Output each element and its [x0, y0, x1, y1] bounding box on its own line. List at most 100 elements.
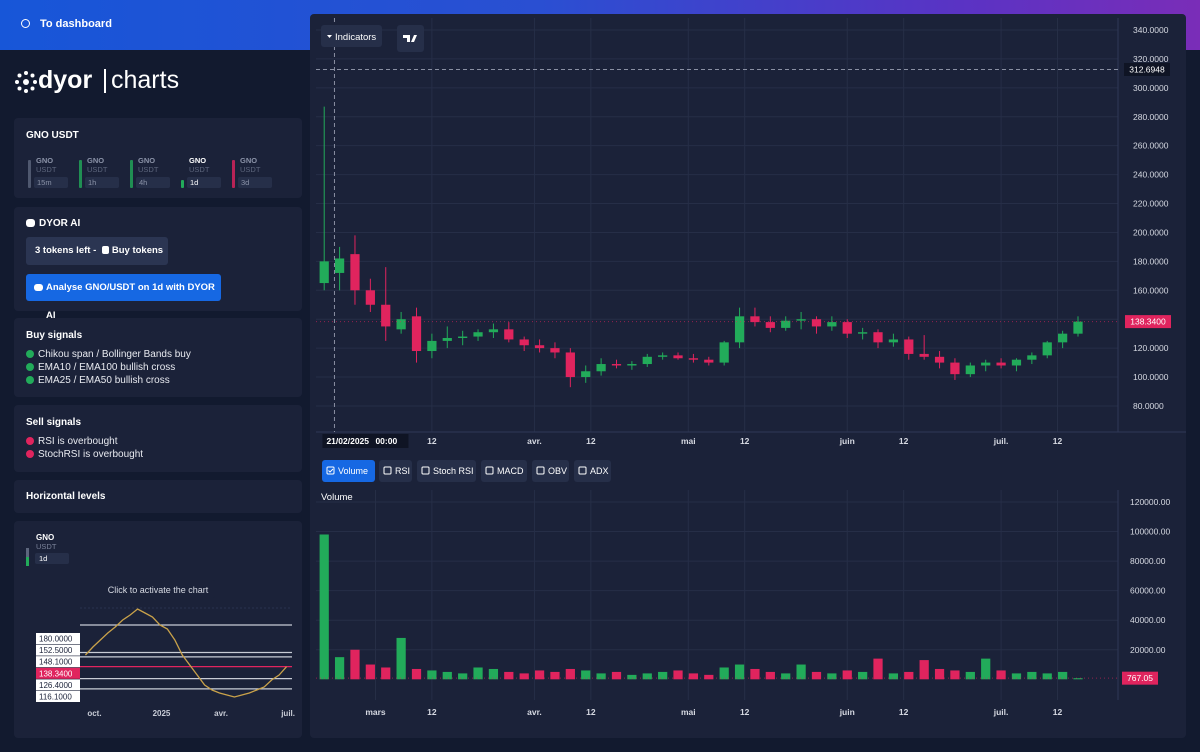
volume-bar	[504, 671, 514, 680]
logo: dyor charts	[14, 66, 214, 100]
volume-bar	[888, 673, 899, 680]
timeframe[interactable]: GNO USDT 4h	[128, 156, 172, 190]
volume-bar	[627, 674, 637, 680]
levels-panel[interactable]: Horizontal levels	[14, 480, 302, 513]
indicator-tab[interactable]	[532, 460, 569, 482]
timeframe[interactable]: GNO USDT 1h	[77, 156, 121, 190]
level-label-box	[36, 691, 80, 702]
candle-body	[1058, 333, 1068, 343]
x-tick-label: 12	[740, 707, 750, 717]
volume-bar	[427, 670, 437, 680]
volume-bar	[534, 670, 545, 680]
x-tick-label: mai	[681, 707, 696, 717]
timeframe[interactable]: GNO USDT 15m	[26, 156, 70, 190]
crosshair-price-label: 312.6948	[1129, 64, 1165, 74]
mini-x-label: juil.	[280, 709, 295, 718]
tab-checkbox	[383, 466, 392, 475]
candle-body	[1027, 355, 1037, 360]
timeframe-quote: USDT	[87, 165, 108, 174]
indicator-tab[interactable]	[481, 460, 527, 482]
mini-x-label: oct.	[87, 709, 101, 718]
signal-icon	[26, 450, 34, 458]
volume-bar	[473, 667, 483, 680]
candle-body	[950, 362, 960, 375]
signal-text: EMA25 / EMA50 bullish cross	[38, 375, 170, 386]
volume-bar	[873, 658, 883, 680]
dropdown-arrow	[327, 35, 332, 38]
pair-panel: GNO USDT GNO USDT 15m GNO USDT 1h GNO USDT 4h GNO…	[14, 118, 302, 198]
indicator-tab[interactable]	[417, 460, 476, 482]
volume-bar	[458, 673, 468, 680]
candle-body	[1011, 359, 1022, 366]
candle-body	[365, 290, 375, 305]
candle-body	[642, 356, 652, 365]
level-label: 180.0000	[39, 635, 73, 644]
panel-title: GNO USDT	[26, 130, 79, 141]
candle-body	[919, 353, 929, 357]
last-price-box	[1125, 315, 1171, 329]
volume-bar	[396, 637, 406, 680]
tv-button[interactable]	[397, 25, 424, 52]
candle-body	[734, 316, 745, 343]
y-tick-label: 240.0000	[1133, 170, 1169, 180]
timeframe-quote: USDT	[36, 165, 57, 174]
volume-bar	[904, 671, 914, 680]
volume-bar	[334, 657, 345, 680]
dashboard-link[interactable]: To dashboard	[40, 18, 112, 30]
volume-bar	[673, 670, 683, 680]
timeframe[interactable]: GNO USDT 3d	[230, 156, 274, 190]
crosshair-date-box	[322, 434, 409, 448]
indicator-tab[interactable]	[322, 460, 375, 482]
mini-x-label: avr.	[214, 709, 228, 718]
volume-bar	[411, 668, 422, 680]
panel-title: Sell signals	[26, 417, 82, 428]
candle-body	[427, 340, 437, 352]
signal-item: Chikou span / Bollinger Bands buy	[26, 349, 191, 360]
buy-tokens-button[interactable]: 3 tokens left - Buy tokens	[26, 237, 168, 265]
hint-box	[101, 580, 215, 598]
mini-chart-panel[interactable]: GNO USDT 1d Click to activate the chart 180.…	[14, 521, 302, 738]
indicator-tab[interactable]	[379, 460, 412, 482]
timeframe-interval: 15m	[34, 177, 68, 188]
y-tick-label: 80000.00	[1130, 556, 1166, 566]
candle-body	[504, 329, 514, 340]
timeframe-base: GNO	[138, 156, 156, 165]
sell-signals-panel: Sell signals RSI is overbought StochRSI i…	[14, 405, 302, 472]
signal-text: RSI is overbought	[38, 436, 118, 447]
signal-text: Chikou span / Bollinger Bands buy	[38, 349, 191, 360]
y-tick-label: 260.0000	[1133, 141, 1169, 151]
timeframe-base: GNO	[36, 156, 54, 165]
volume-bar	[704, 674, 714, 680]
mini-interval-box	[35, 553, 69, 564]
volume-bar	[488, 668, 499, 680]
indicator-tab[interactable]	[574, 460, 611, 482]
button-text: Analyse GNO/USDT on 1d with DYOR AI	[46, 282, 215, 321]
timeframe-base: GNO	[87, 156, 105, 165]
x-tick-label: 12	[586, 436, 596, 446]
x-tick-label: 12	[740, 436, 750, 446]
last-price-label: 138.3400	[1130, 317, 1166, 327]
timeframe-bar	[130, 160, 133, 188]
candle-body	[596, 364, 606, 372]
level-label: 116.1000	[39, 693, 72, 702]
timeframe-interval: 3d	[238, 177, 272, 188]
level-label: 148.1000	[39, 658, 73, 667]
panel-title: Buy signals	[26, 330, 83, 341]
y-tick-label: 20000.00	[1130, 645, 1166, 655]
analyse-button[interactable]: Analyse GNO/USDT on 1d with DYOR AI	[26, 274, 221, 321]
signal-item: EMA10 / EMA100 bullish cross	[26, 362, 175, 373]
candle-body	[319, 261, 329, 284]
level-label-box	[36, 679, 80, 691]
x-tick-label: 12	[899, 707, 909, 717]
crosshair-date: 21/02/2025	[326, 436, 369, 446]
candle-body	[381, 304, 391, 327]
candle-body	[458, 336, 468, 339]
volume-bar	[319, 534, 329, 680]
candle-body	[442, 338, 452, 341]
volume-bar	[596, 673, 606, 680]
candle-body	[719, 342, 729, 363]
timeframe[interactable]: GNO USDT 1d	[179, 156, 223, 190]
indicators-button[interactable]	[321, 25, 382, 47]
tab-checkbox	[485, 466, 494, 475]
